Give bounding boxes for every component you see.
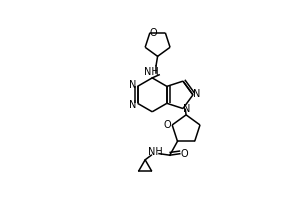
Text: NH: NH <box>148 147 163 157</box>
Text: N: N <box>183 104 190 114</box>
Text: N: N <box>193 89 200 99</box>
Text: O: O <box>164 120 171 130</box>
Text: O: O <box>181 149 188 159</box>
Text: N: N <box>129 80 137 90</box>
Text: N: N <box>129 100 137 110</box>
Text: O: O <box>150 28 158 38</box>
Text: NH: NH <box>144 67 159 77</box>
